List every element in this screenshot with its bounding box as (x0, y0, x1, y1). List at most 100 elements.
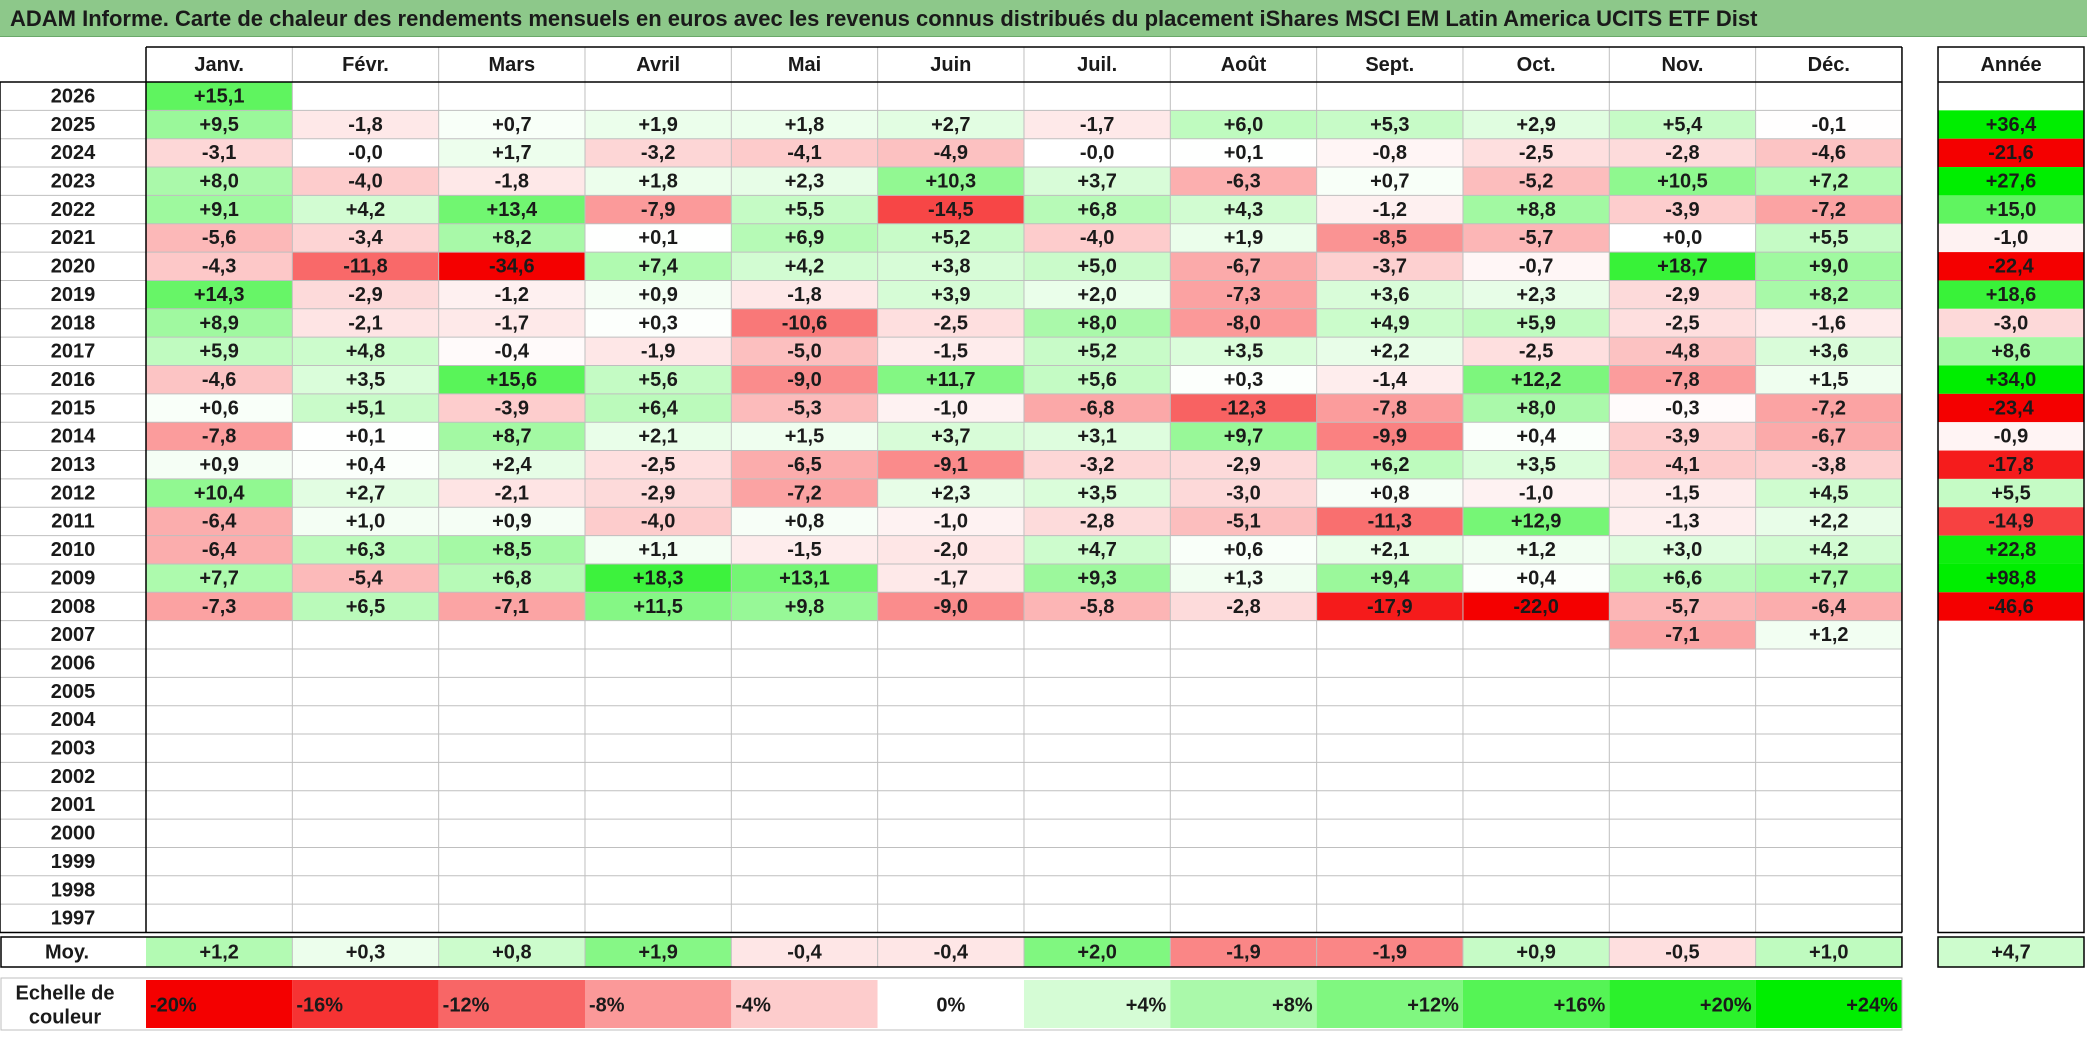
heatmap-cell-value: -4,6 (202, 369, 236, 391)
heatmap-cell (146, 337, 293, 366)
heatmap-cell-value: -9,1 (934, 454, 968, 476)
heatmap-cell-value: -1,0 (1519, 482, 1553, 504)
heatmap-cell-value: +8,5 (492, 539, 531, 561)
heatmap-cell-value: -1,0 (934, 397, 968, 419)
average-cell-value: -1,9 (1373, 941, 1407, 963)
heatmap-cell-value: -4,0 (348, 171, 382, 193)
heatmap-cell-value: -2,5 (1519, 341, 1553, 363)
heatmap-cell (438, 393, 585, 423)
heatmap-cell (1609, 337, 1756, 366)
heatmap-cell-value: -3,2 (1080, 454, 1114, 476)
heatmap-cell (438, 308, 585, 338)
year-label-2004: 2004 (51, 709, 96, 731)
year-label-2022: 2022 (51, 199, 96, 221)
heatmap-cell-value: -7,2 (1812, 199, 1846, 221)
heatmap-cell-value: -7,2 (787, 482, 821, 504)
heatmap-cell-value: +10,5 (1657, 171, 1708, 193)
heatmap-cell (146, 450, 293, 479)
heatmap-cell-value: -7,2 (1812, 397, 1846, 419)
year-label-2018: 2018 (51, 312, 96, 334)
heatmap-cell (146, 308, 293, 338)
heatmap-cell-value: -1,2 (495, 284, 529, 306)
year-label-2001: 2001 (51, 794, 96, 816)
heatmap-cell-value: +0,7 (492, 114, 531, 136)
heatmap-cell-value: -2,9 (1226, 454, 1260, 476)
color-scale-swatch (584, 980, 732, 1028)
heatmap-cell-value: -8,0 (1226, 312, 1260, 334)
heatmap-cell (1462, 252, 1610, 281)
heatmap-cell (1462, 563, 1610, 593)
year-label-2011: 2011 (51, 511, 94, 533)
heatmap-cell-value: -2,8 (1665, 142, 1699, 164)
heatmap-cell-value: +5,4 (1663, 114, 1703, 136)
heatmap-cell-value: -2,5 (1519, 142, 1553, 164)
heatmap-cell-value: +9,5 (199, 114, 238, 136)
heatmap-cell (1462, 167, 1610, 196)
heatmap-cell (584, 167, 732, 196)
average-cell (877, 937, 1024, 967)
heatmap-cell-value: +3,5 (346, 369, 385, 391)
year-label-1997: 1997 (51, 908, 96, 930)
heatmap-cell-value: +1,9 (638, 114, 677, 136)
year-label-2017: 2017 (51, 341, 96, 363)
heatmap-cell (877, 365, 1024, 394)
heatmap-cell (292, 138, 439, 168)
heatmap-cell (1462, 280, 1610, 309)
average-cell (146, 937, 293, 967)
year-label-2025: 2025 (51, 114, 96, 136)
heatmap-cell (731, 365, 878, 394)
heatmap-cell-value: -2,5 (1665, 312, 1699, 334)
month-header-8: Août (1221, 54, 1267, 76)
year-label-2023: 2023 (51, 171, 96, 193)
heatmap-cell (292, 535, 439, 564)
heatmap-cell (1023, 563, 1171, 593)
annual-cell-value: +34,0 (1986, 369, 2037, 391)
heatmap-cell (1023, 167, 1171, 196)
year-label-2024: 2024 (51, 142, 96, 164)
heatmap-cell (877, 308, 1024, 338)
heatmap-cell (1609, 223, 1756, 253)
heatmap-cell-value: -1,3 (1665, 511, 1699, 533)
heatmap-cell-value: +6,0 (1224, 114, 1263, 136)
heatmap-cell (292, 422, 439, 451)
heatmap-cell (1462, 110, 1610, 139)
annual-cell-value: -0,9 (1994, 426, 2028, 448)
month-header-12: Déc. (1808, 54, 1850, 76)
heatmap-cell-value: +1,8 (785, 114, 824, 136)
annual-cell (1938, 223, 2084, 253)
heatmap-cell-value: +0,1 (638, 227, 677, 249)
annual-cell-value: -1,0 (1994, 227, 2028, 249)
heatmap-cell (1609, 167, 1756, 196)
month-header-6: Juin (930, 54, 971, 76)
heatmap-cell-value: -7,9 (641, 199, 675, 221)
annual-cell (1938, 195, 2084, 224)
heatmap-cell (146, 365, 293, 394)
heatmap-cell-value: -8,5 (1373, 227, 1407, 249)
heatmap-cell-value: -9,0 (934, 596, 968, 618)
heatmap-cell (1316, 252, 1463, 281)
average-cell-value: -0,4 (934, 941, 969, 963)
heatmap-cell-value: +0,8 (785, 511, 824, 533)
heatmap-cell (1023, 535, 1171, 564)
heatmap-cell (1462, 592, 1610, 621)
average-cell-value: +1,0 (1809, 941, 1848, 963)
heatmap-cell (1316, 535, 1463, 564)
heatmap-cell (146, 592, 293, 621)
heatmap-cell-value: -1,7 (495, 312, 529, 334)
annual-cell-value: +98,8 (1986, 567, 2037, 589)
color-scale-label: +20% (1700, 994, 1752, 1016)
heatmap-cell-value: +3,5 (1077, 482, 1116, 504)
heatmap-cell-value: +3,7 (1077, 171, 1116, 193)
heatmap-cell (877, 393, 1024, 423)
color-scale-label: +24% (1846, 994, 1898, 1016)
heatmap-cell-value: -4,3 (202, 256, 236, 278)
heatmap-cell-value: +1,8 (638, 171, 677, 193)
heatmap-cell (1609, 620, 1756, 649)
heatmap-cell (731, 280, 878, 309)
heatmap-cell-value: +0,9 (199, 454, 238, 476)
heatmap-cell-value: +9,3 (1077, 567, 1116, 589)
heatmap-cell (1755, 535, 1902, 564)
color-scale-label: +16% (1554, 994, 1606, 1016)
heatmap-cell (438, 337, 585, 366)
heatmap-cell-value: +0,3 (1224, 369, 1263, 391)
